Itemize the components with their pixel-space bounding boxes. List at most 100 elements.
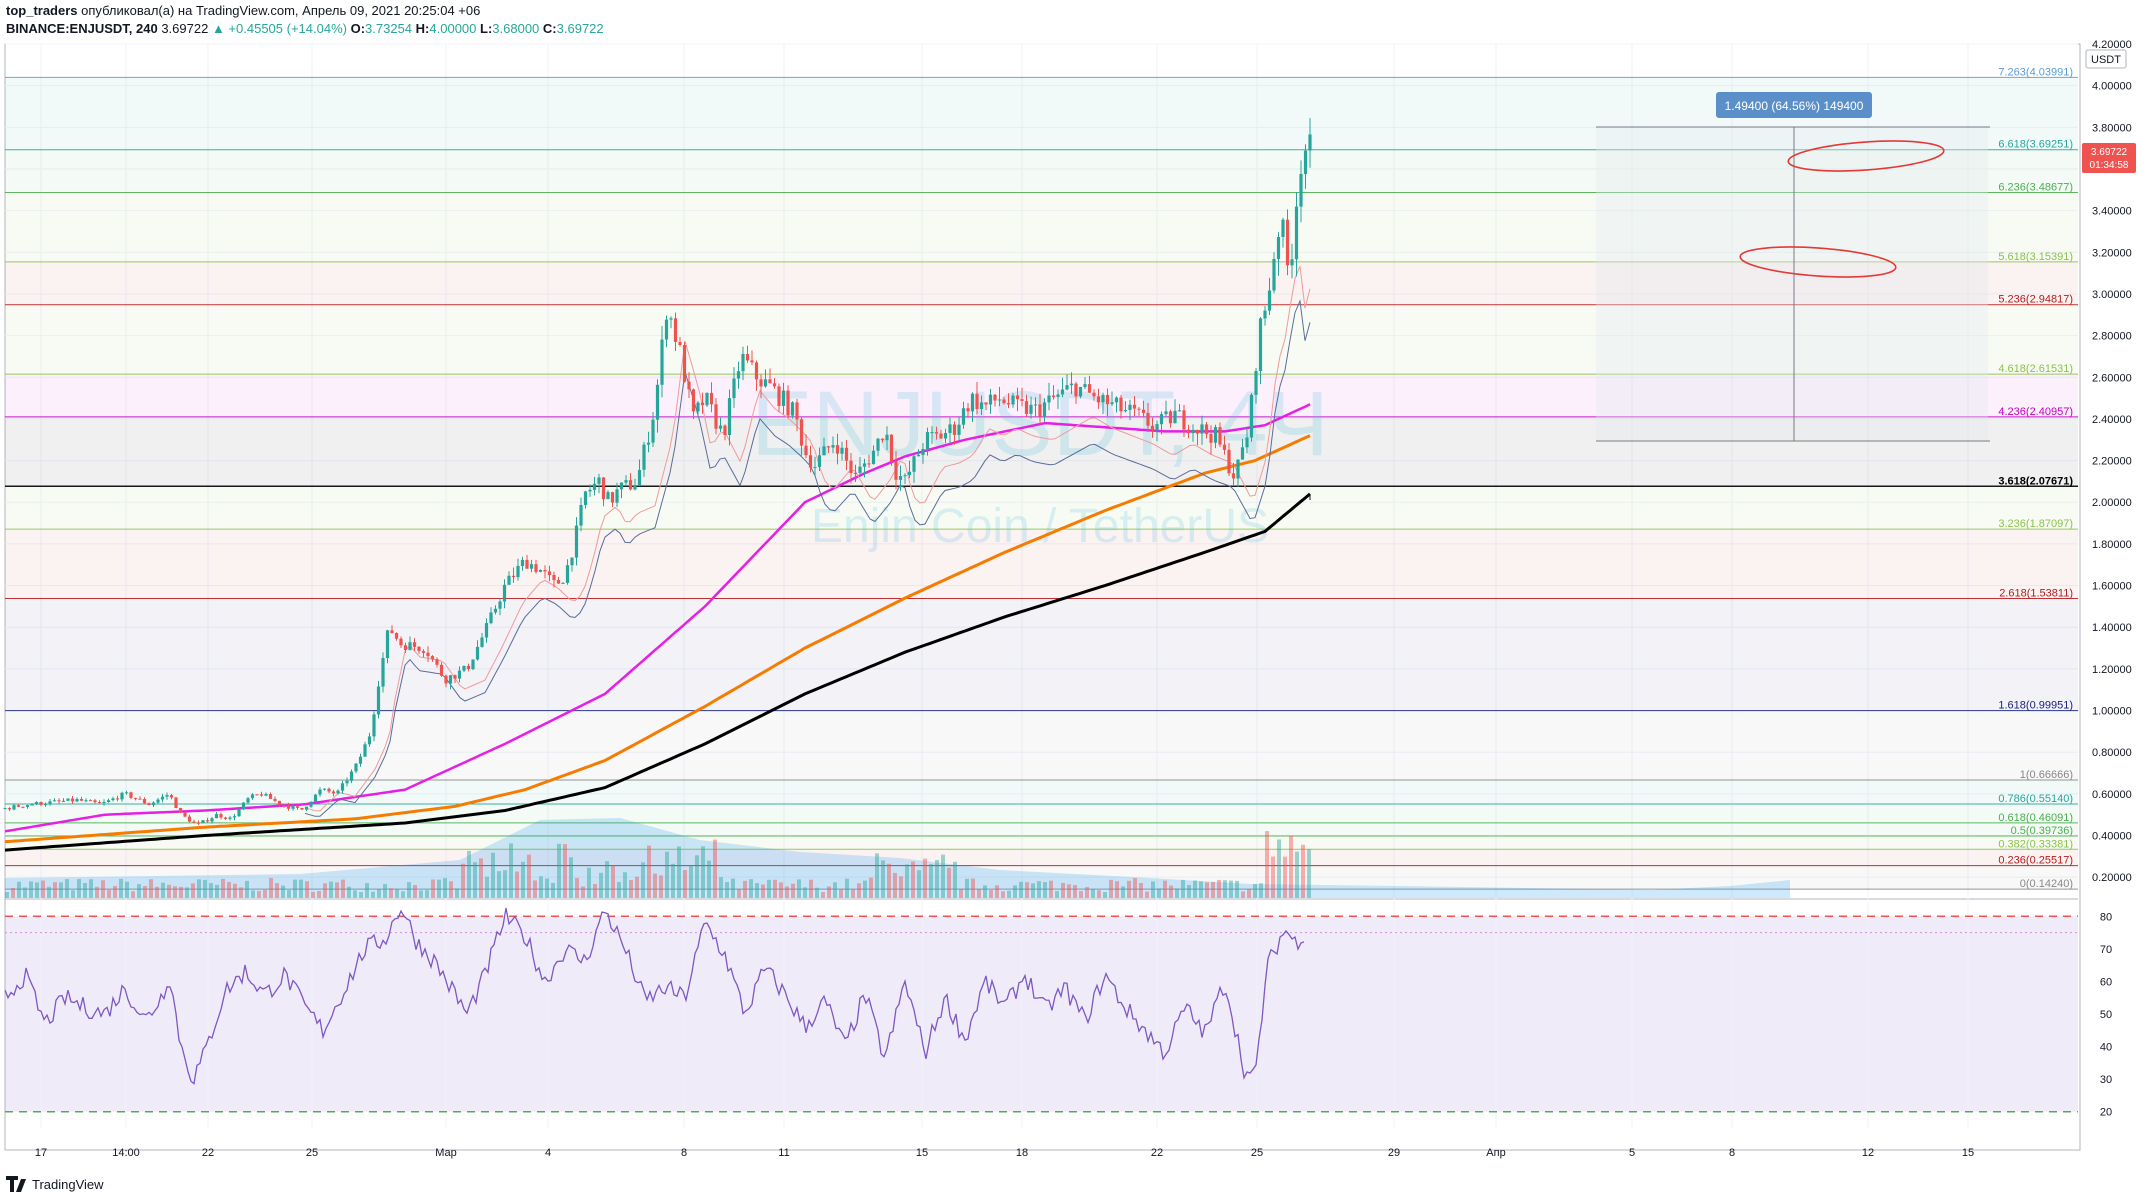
volume-bar	[125, 881, 129, 898]
candle-body	[1123, 410, 1128, 412]
price-chart[interactable]: 7.263(4.03991) 6.618(3.69251) 6.236(3.4867…	[0, 0, 2148, 1168]
volume-bar	[1025, 882, 1029, 898]
candle-body	[718, 425, 723, 429]
volume-bar	[935, 860, 939, 898]
volume-bar	[263, 889, 267, 898]
volume-bar	[1277, 839, 1281, 898]
volume-bar	[443, 878, 447, 898]
last-price-tag	[2082, 143, 2136, 173]
candle-body	[147, 803, 151, 806]
open-label: O:	[350, 21, 366, 36]
volume-bar	[929, 864, 933, 898]
volume-bar	[371, 891, 375, 898]
volume-bar	[689, 865, 693, 898]
candle-body	[984, 402, 988, 405]
candle-body	[210, 818, 214, 822]
symbol-label[interactable]: BINANCE:ENJUSDT, 240	[6, 21, 158, 36]
candle-body	[111, 798, 115, 801]
volume-bar	[665, 851, 669, 898]
volume-bar	[89, 879, 93, 898]
tradingview-brand[interactable]: TradingView	[32, 1176, 104, 1192]
volume-bar	[155, 886, 159, 898]
volume-bar	[683, 870, 687, 898]
candle-body	[124, 792, 129, 794]
volume-bar	[359, 891, 363, 898]
volume-bar	[311, 891, 315, 898]
volume-bar	[845, 878, 849, 898]
candle-body	[1254, 371, 1258, 395]
candle-body	[462, 665, 466, 671]
volume-bar	[251, 890, 255, 898]
candle-body	[156, 799, 160, 803]
volume-bar	[701, 846, 705, 898]
candle-body	[1272, 259, 1276, 291]
volume-bar	[767, 879, 771, 898]
candle-body	[457, 670, 462, 679]
volume-bar	[1019, 881, 1023, 898]
volume-bar	[971, 878, 975, 898]
volume-bar	[1205, 882, 1209, 898]
fib-level-label: 7.263(4.03991)	[1998, 66, 2073, 78]
author-name[interactable]: top_traders	[6, 3, 78, 18]
volume-bar	[365, 883, 369, 898]
candle-body	[1110, 402, 1114, 405]
candle-body	[331, 791, 336, 794]
measure-label-box	[1716, 92, 1872, 118]
x-tick-label: 8	[681, 1147, 687, 1159]
candle-body	[327, 788, 331, 792]
candle-body	[390, 630, 394, 633]
volume-bar	[581, 886, 585, 898]
candle-body	[1155, 424, 1159, 431]
currency-unit-box[interactable]	[2085, 49, 2127, 69]
fib-level-label: 2.618(1.53811)	[1999, 587, 2073, 599]
y-tick-label: 4.20000	[2092, 39, 2132, 51]
candle-body	[345, 780, 349, 784]
volume-bar	[713, 839, 717, 898]
rsi-tick-label: 50	[2100, 1009, 2112, 1021]
candle-body	[1060, 389, 1065, 395]
candle-body	[264, 794, 268, 796]
volume-bar	[923, 858, 927, 898]
volume-bar	[1307, 849, 1311, 898]
candle-body	[250, 794, 255, 799]
candle-body	[1132, 404, 1137, 409]
volume-bar	[17, 881, 21, 898]
volume-bar	[227, 882, 231, 898]
volume-bar	[791, 883, 795, 898]
candle-body	[736, 371, 741, 379]
candle-body	[88, 800, 93, 802]
volume-bar	[503, 870, 507, 898]
candle-body	[106, 800, 111, 802]
volume-bar	[1241, 891, 1245, 898]
volume-bar	[1187, 885, 1191, 898]
candle-body	[745, 354, 750, 361]
volume-bar	[131, 891, 135, 898]
volume-bar	[875, 853, 879, 898]
y-tick-label: 4.00000	[2092, 81, 2132, 93]
y-tick-label: 3.20000	[2092, 247, 2132, 259]
countdown-timer: 01:34:58	[2090, 160, 2129, 171]
candle-body	[511, 575, 516, 578]
candle-body	[178, 808, 183, 813]
x-tick-label: 8	[1729, 1147, 1735, 1159]
volume-bar	[1265, 831, 1269, 898]
candle-body	[804, 445, 808, 456]
volume-bar	[1061, 882, 1065, 898]
candle-body	[925, 432, 930, 449]
highlight-ellipse	[1739, 246, 1897, 278]
candle-body	[232, 816, 237, 818]
candle-body	[205, 820, 210, 822]
candle-body	[133, 797, 138, 799]
candle-body	[894, 461, 898, 480]
x-tick-label: 25	[1251, 1147, 1263, 1159]
fib-band	[5, 149, 2078, 193]
candle-body	[102, 802, 106, 804]
fib-level-label: 0(0.14240)	[2020, 878, 2073, 890]
candle-body	[196, 822, 201, 824]
volume-bar	[1049, 880, 1053, 898]
candle-body	[34, 802, 39, 805]
candle-body	[1209, 434, 1213, 443]
candle-body	[1294, 206, 1299, 260]
x-tick-label: 18	[1016, 1147, 1028, 1159]
candle-body	[633, 486, 637, 490]
